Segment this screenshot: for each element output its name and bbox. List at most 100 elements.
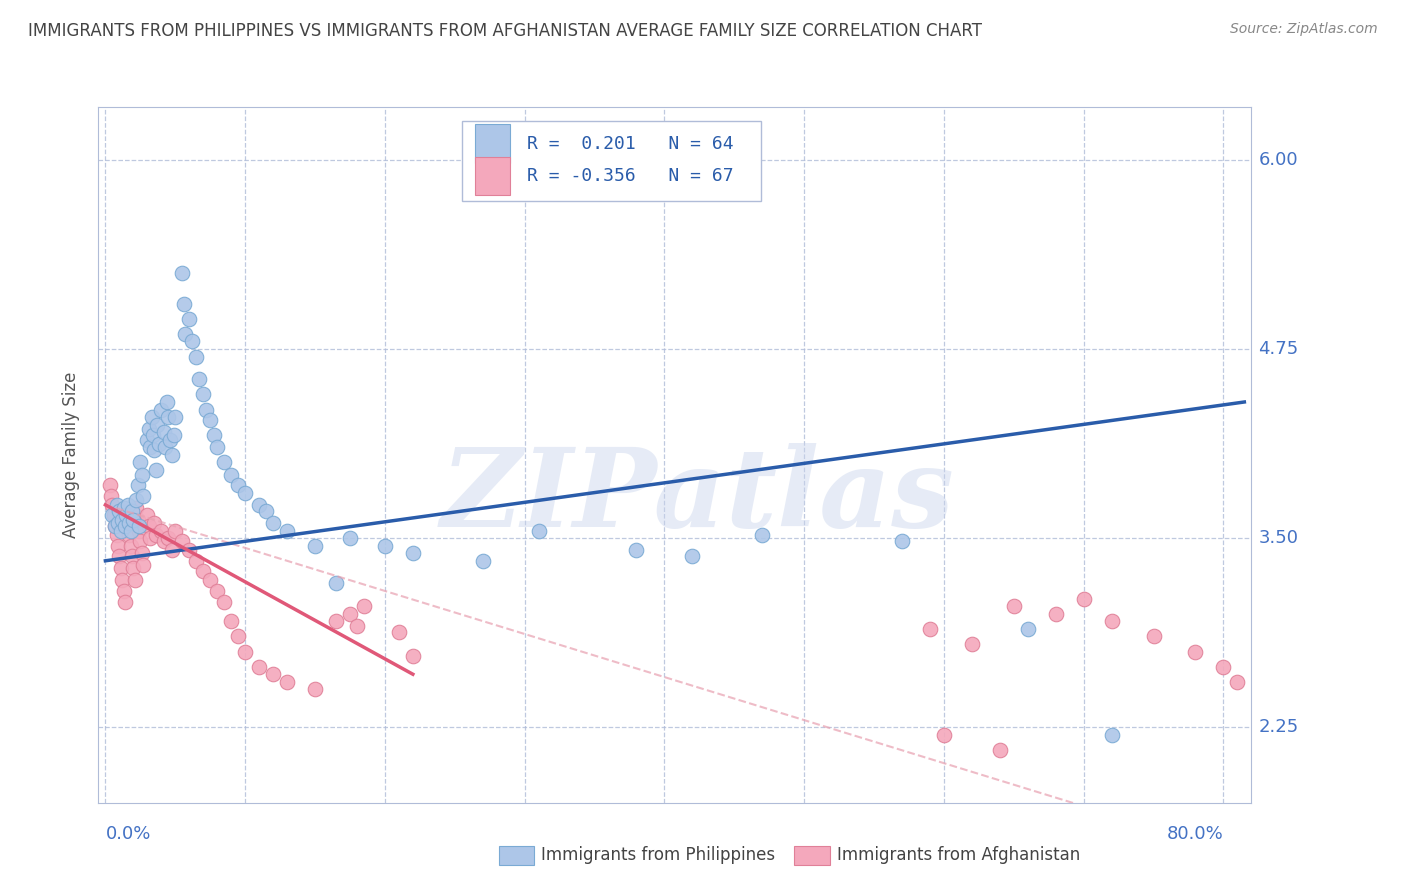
Point xyxy=(125,493,148,508)
Point xyxy=(101,508,124,523)
Point xyxy=(1101,615,1123,629)
Point xyxy=(339,531,361,545)
Point xyxy=(212,455,235,469)
Point xyxy=(112,500,135,515)
Point xyxy=(120,539,142,553)
Point xyxy=(325,576,347,591)
Point xyxy=(111,513,134,527)
Point xyxy=(1101,728,1123,742)
Point xyxy=(131,467,153,482)
Point xyxy=(163,428,186,442)
Point xyxy=(155,441,177,455)
Point xyxy=(124,574,146,588)
Point xyxy=(108,504,131,518)
Point xyxy=(121,504,143,518)
Text: Immigrants from Afghanistan: Immigrants from Afghanistan xyxy=(837,846,1080,863)
Point xyxy=(159,433,181,447)
Point xyxy=(162,543,184,558)
Point xyxy=(107,539,129,553)
Point xyxy=(146,417,169,432)
Point xyxy=(205,441,228,455)
Point xyxy=(304,682,326,697)
Point xyxy=(262,516,284,530)
Point xyxy=(247,498,270,512)
Point xyxy=(173,296,195,310)
Point xyxy=(276,524,298,538)
Point xyxy=(325,615,347,629)
Text: 80.0%: 80.0% xyxy=(1167,825,1223,843)
Y-axis label: Average Family Size: Average Family Size xyxy=(62,372,80,538)
Point xyxy=(1226,674,1249,689)
Point xyxy=(195,402,218,417)
Point xyxy=(157,531,180,545)
Point xyxy=(120,524,142,538)
Text: 2.25: 2.25 xyxy=(1258,718,1299,736)
Point xyxy=(172,534,194,549)
Point xyxy=(141,410,163,425)
Point xyxy=(112,584,135,599)
Point xyxy=(138,422,160,436)
Point xyxy=(115,504,138,518)
Point xyxy=(145,463,167,477)
Point xyxy=(174,326,197,341)
Point xyxy=(162,448,184,462)
Point xyxy=(219,467,242,482)
Point xyxy=(165,524,187,538)
FancyBboxPatch shape xyxy=(461,121,762,201)
Point xyxy=(188,372,211,386)
Point xyxy=(262,667,284,681)
Point xyxy=(103,508,125,523)
Point xyxy=(181,334,204,349)
Point xyxy=(165,410,187,425)
Point xyxy=(127,513,149,527)
Bar xyxy=(475,124,510,162)
Point xyxy=(1017,622,1039,636)
Point xyxy=(226,478,249,492)
Point xyxy=(111,574,134,588)
Point xyxy=(118,516,141,530)
Point xyxy=(374,539,396,553)
Point xyxy=(115,508,138,523)
Point xyxy=(988,743,1011,757)
Text: ZIPatlas: ZIPatlas xyxy=(441,443,955,550)
Point xyxy=(1212,659,1234,673)
Point xyxy=(156,395,179,409)
Point xyxy=(145,528,167,542)
Bar xyxy=(475,157,510,195)
Point xyxy=(205,584,228,599)
Point xyxy=(353,599,375,614)
Point xyxy=(304,539,326,553)
Point xyxy=(132,558,155,573)
Point xyxy=(110,524,132,538)
Point xyxy=(1073,591,1095,606)
Point xyxy=(751,528,773,542)
Point xyxy=(148,437,170,451)
Point xyxy=(100,489,122,503)
Point xyxy=(122,513,145,527)
Point xyxy=(104,519,127,533)
Point xyxy=(1184,644,1206,658)
Point xyxy=(118,528,141,542)
Point xyxy=(131,546,153,560)
Point xyxy=(114,519,136,533)
Point xyxy=(139,531,162,545)
Text: 0.0%: 0.0% xyxy=(105,825,150,843)
Point xyxy=(110,561,132,575)
Point xyxy=(193,565,215,579)
Point xyxy=(1045,607,1067,621)
Point xyxy=(143,516,166,530)
Point xyxy=(219,615,242,629)
Point xyxy=(117,516,139,530)
Point xyxy=(186,350,208,364)
Point xyxy=(153,534,176,549)
Point xyxy=(121,549,143,564)
Point xyxy=(918,622,941,636)
Point xyxy=(186,554,208,568)
Point xyxy=(402,546,425,560)
Point xyxy=(150,402,173,417)
Point xyxy=(117,498,139,512)
Text: 4.75: 4.75 xyxy=(1258,340,1299,358)
Point xyxy=(98,478,121,492)
Point xyxy=(142,428,165,442)
Point xyxy=(136,508,159,523)
